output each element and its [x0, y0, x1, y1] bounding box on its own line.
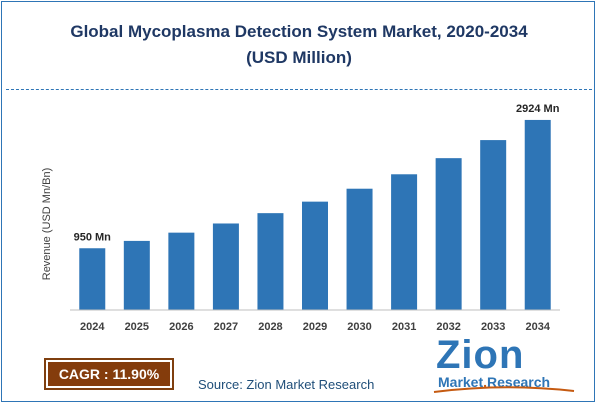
- chart-subtitle: (USD Million): [246, 48, 352, 67]
- x-tick-label: 2032: [436, 321, 460, 333]
- x-tick-label: 2026: [169, 321, 193, 333]
- x-tick-label: 2027: [214, 321, 238, 333]
- chart-title: Global Mycoplasma Detection System Marke…: [70, 22, 528, 41]
- cagr-label: CAGR : 11.90%: [48, 362, 170, 386]
- cagr-badge: CAGR : 11.90%: [44, 358, 174, 390]
- title-divider: [6, 89, 592, 90]
- logo-swoosh-icon: [433, 386, 575, 393]
- bar-2034: [524, 119, 551, 310]
- bar-2031: [391, 174, 418, 310]
- data-label: 950 Mn: [74, 231, 112, 243]
- logo-subtitle: Market.Research: [438, 374, 551, 390]
- x-tick-label: 2029: [303, 321, 327, 333]
- bar-2024: [79, 248, 106, 310]
- zion-logo: Zion Market.Research: [428, 333, 578, 397]
- bar-2026: [168, 232, 195, 310]
- x-tick-label: 2028: [258, 321, 282, 333]
- bar-2029: [302, 201, 328, 310]
- x-tick-label: 2024: [80, 321, 105, 333]
- bar-2033: [480, 140, 507, 310]
- x-tick-label: 2031: [392, 321, 416, 333]
- logo-wordmark: Zion: [436, 333, 525, 377]
- x-tick-label: 2025: [125, 321, 149, 333]
- source-note: Source: Zion Market Research: [198, 377, 375, 392]
- data-label: 2924 Mn: [516, 103, 560, 115]
- bar-2030: [346, 188, 373, 310]
- bar-2032: [435, 158, 462, 310]
- bar-2027: [212, 223, 239, 310]
- bar-2025: [123, 240, 150, 310]
- bar-2028: [257, 213, 284, 310]
- x-tick-label: 2033: [481, 321, 505, 333]
- x-tick-label: 2030: [347, 321, 371, 333]
- y-axis-label: Revenue (USD Mn/Bn): [41, 168, 53, 281]
- x-tick-label: 2034: [525, 321, 550, 333]
